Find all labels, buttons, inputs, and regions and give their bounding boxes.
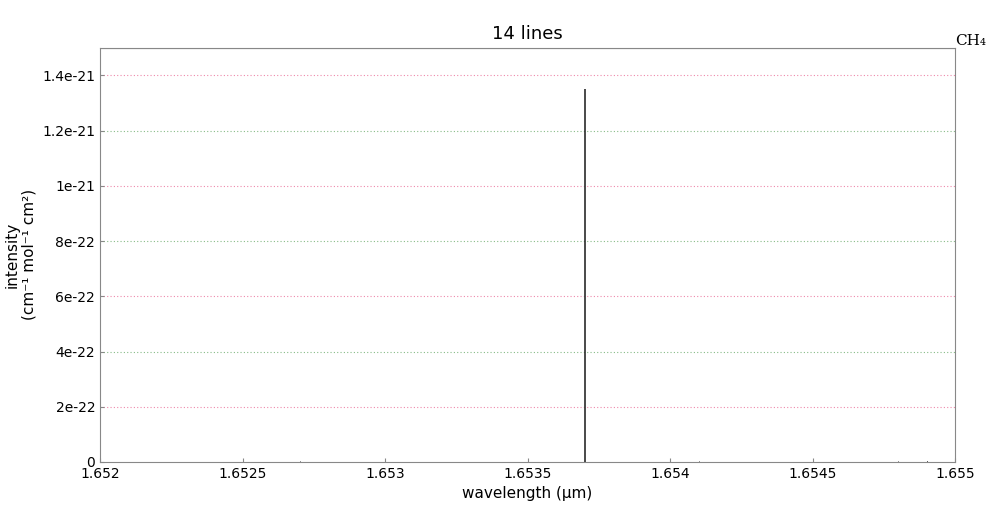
Text: CH₄: CH₄ xyxy=(955,34,986,48)
X-axis label: wavelength (μm): wavelength (μm) xyxy=(462,486,593,501)
Title: 14 lines: 14 lines xyxy=(492,25,563,44)
Y-axis label: intensity
(cm⁻¹ mol⁻¹ cm²): intensity (cm⁻¹ mol⁻¹ cm²) xyxy=(4,190,37,320)
